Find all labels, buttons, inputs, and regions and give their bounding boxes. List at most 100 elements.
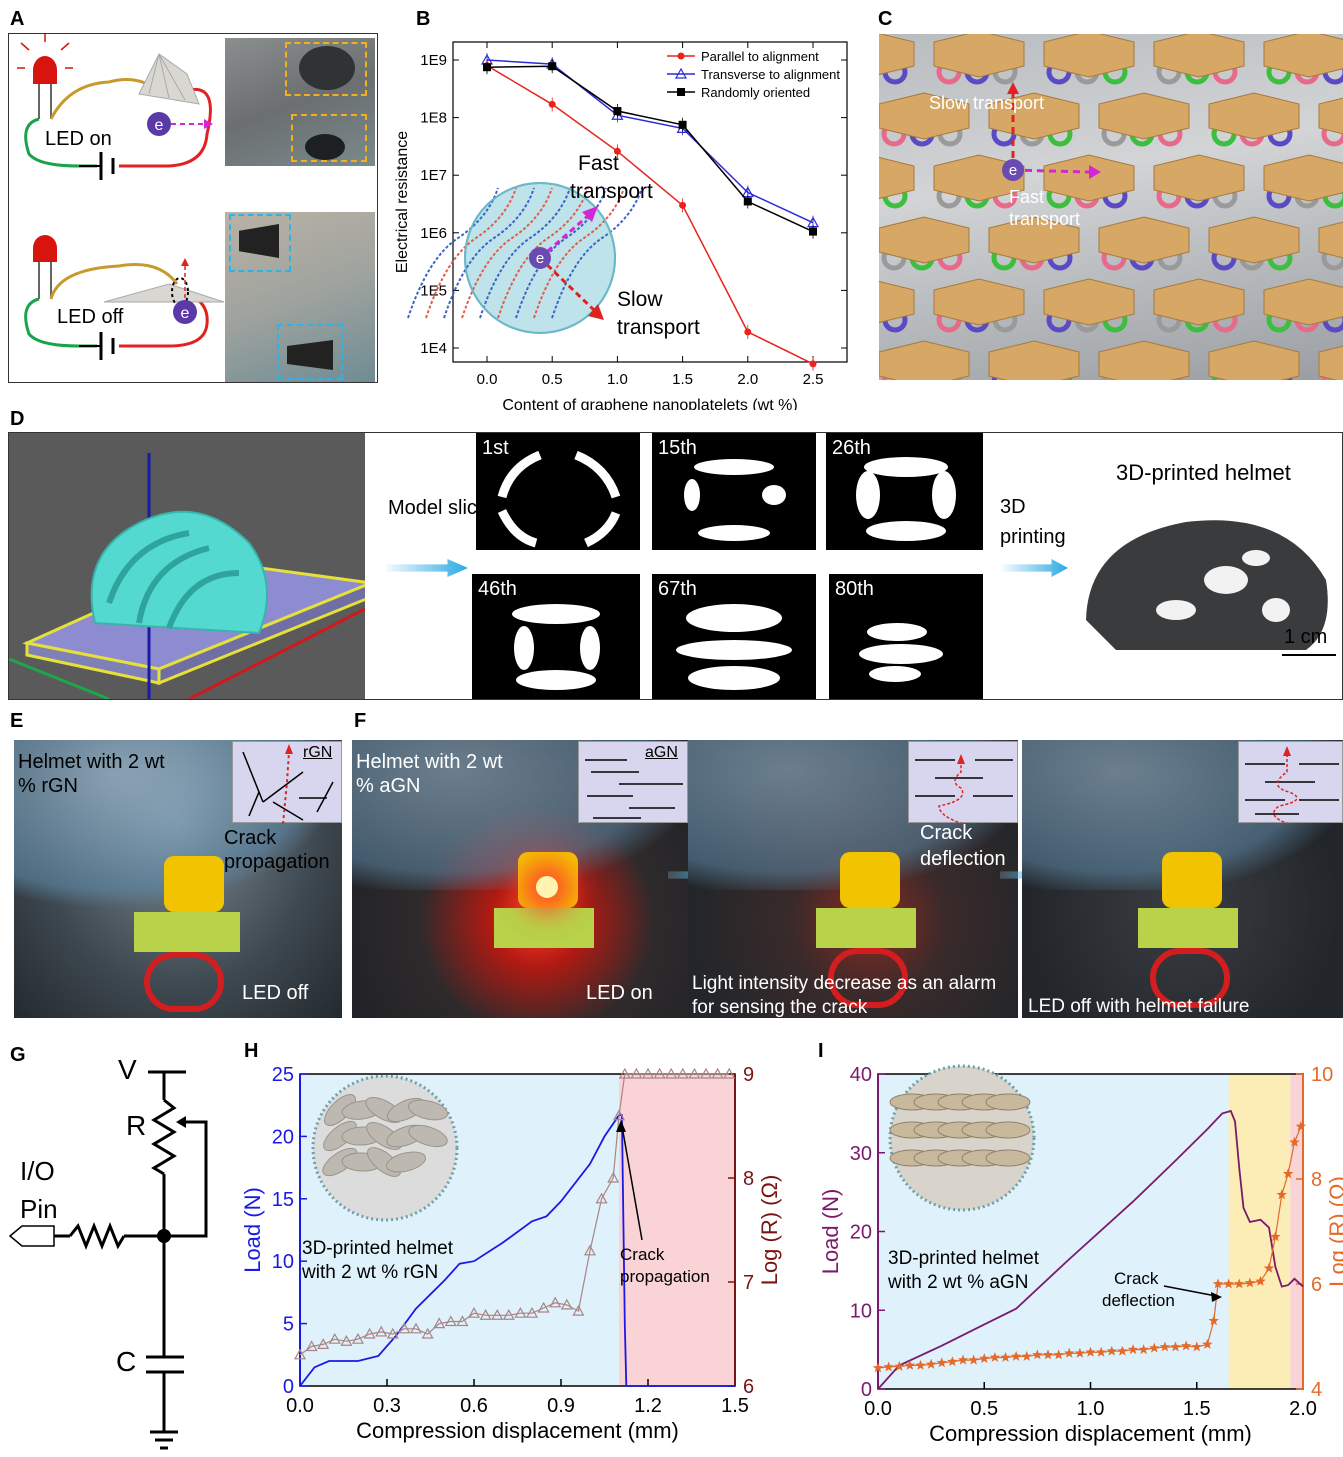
data-point [925, 1358, 937, 1369]
data-point [1032, 1349, 1043, 1360]
fast-arrow [539, 212, 591, 260]
graphene-platelet [1263, 278, 1343, 326]
x-tick-label: 0.5 [970, 1398, 998, 1420]
nanoplatelet-chain [497, 187, 589, 319]
data-point [957, 1354, 969, 1365]
data-point [809, 360, 817, 368]
slow-arrowhead [1007, 82, 1019, 94]
graphene-platelet [1318, 97, 1343, 135]
data-point [1263, 1262, 1275, 1273]
nanoplatelet-chain [515, 187, 607, 319]
lego-bike [144, 952, 224, 1012]
data-point [1276, 1189, 1287, 1200]
aligned-platelet [985, 1149, 1031, 1167]
graphene-platelet [879, 92, 970, 140]
y-tick-label: 1E6 [420, 225, 447, 242]
electron [1002, 159, 1024, 181]
led-off-circuit: e [24, 235, 225, 360]
crack-deflection-label-f: Crack deflection [920, 822, 1006, 870]
slice-80th: 80th [829, 574, 983, 699]
rgn-inset: rGN [232, 741, 342, 825]
panel-label-f: F [354, 710, 367, 732]
data-point [548, 62, 557, 71]
aligned-platelet [985, 1093, 1031, 1111]
y-left-tick-label: 0 [283, 1376, 294, 1398]
nanoplatelet-chain [407, 187, 499, 319]
lego-body [1138, 908, 1238, 948]
data-point [947, 1356, 958, 1367]
annotation-line-1: Crack [620, 1245, 665, 1264]
annotation-arrowhead [1211, 1292, 1222, 1302]
data-point [1127, 1344, 1139, 1355]
fast-arrowhead [1089, 165, 1101, 179]
data-point [583, 1244, 597, 1256]
data-point [293, 1348, 307, 1360]
inset-caption-line-2: with 2 wt % rGN [301, 1262, 438, 1283]
fast-arrowhead [582, 206, 598, 222]
pin-label: Pin [20, 1194, 58, 1224]
data-point [613, 107, 622, 116]
data-point [1202, 1338, 1213, 1349]
x-tick-label: 1.5 [672, 371, 693, 388]
y-left-tick-label: 5 [283, 1314, 294, 1336]
x-tick-label: 0.0 [477, 371, 498, 388]
graphene-network-render: e [879, 34, 1343, 380]
data-point [641, 1067, 655, 1079]
slow-arrowhead [588, 304, 604, 320]
data-point [340, 1335, 353, 1346]
inset-caption-line-1: 3D-printed helmet [888, 1248, 1040, 1269]
data-point [317, 1338, 330, 1349]
graphene-platelet [988, 216, 1080, 264]
data-point [630, 1067, 643, 1079]
printed-helmet-photo [1076, 500, 1338, 670]
data-point [595, 1192, 608, 1204]
data-point [491, 1309, 504, 1320]
3d-printing-label: 3D printing [1000, 496, 1066, 548]
lego-body [816, 908, 916, 948]
slow-transport-label: Slow [617, 288, 663, 311]
chart-i: 0.0 0.5 1.0 1.5 2.0 0 10 20 30 40 4 6 8 10 Compression… [818, 1064, 1343, 1446]
nanoplatelet-chain [533, 187, 625, 319]
graphene-platelet [879, 216, 970, 264]
nanoplatelet-chain [425, 187, 517, 319]
data-point [1295, 1121, 1307, 1131]
x-tick-label: 2.5 [803, 371, 824, 388]
nanoplatelet-chain [551, 187, 643, 319]
data-point [1095, 1346, 1107, 1357]
x-tick-label: 2.0 [1289, 1398, 1317, 1420]
nanoplatelet-chain [461, 187, 553, 319]
crack-deflection-inset [908, 741, 1018, 825]
y-left-tick-label: 0 [861, 1379, 872, 1401]
y-right-tick-label: 6 [743, 1376, 754, 1398]
rc-circuit-diagram [8, 1070, 208, 1450]
graphene-platelet [933, 34, 1025, 78]
legend-marker [677, 88, 685, 96]
inset-caption-line-2: with 2 wt % aGN [887, 1272, 1028, 1293]
lego-body [494, 908, 594, 948]
led-on-caption-f: LED on [586, 982, 653, 1004]
panel-label-h: H [244, 1040, 259, 1062]
data-point [1053, 1349, 1064, 1360]
slow-arrow [538, 256, 598, 314]
panel-a: e e LED on LED off [8, 33, 378, 383]
legend-entry: Randomly oriented [701, 85, 810, 100]
crack-zoom-box [285, 42, 367, 96]
graphene-platelet [879, 156, 915, 200]
agn-inset: aGN [578, 741, 688, 823]
data-point [572, 1304, 585, 1316]
annotation-line-1: Crack [1114, 1269, 1159, 1288]
panel-label-e: E [10, 710, 24, 732]
chart-b: 0.0 0.5 1.0 1.5 2.0 2.5 1E4 1E5 1E6 1E7 1E8 1E9 Cont… [394, 41, 848, 410]
led-off-caption-e: LED off [242, 982, 309, 1004]
data-point [699, 1067, 713, 1079]
data-point [968, 1354, 979, 1365]
panel-label-b: B [416, 8, 431, 30]
slow-transport-label: Slow transport [929, 93, 1045, 113]
data-point [1000, 1352, 1011, 1362]
data-point [483, 63, 491, 72]
lego-head [840, 852, 900, 908]
data-point [1223, 1278, 1234, 1289]
lego-bike [828, 948, 908, 1008]
graphene-platelet [1098, 216, 1190, 264]
graphene-platelet [1318, 345, 1343, 380]
